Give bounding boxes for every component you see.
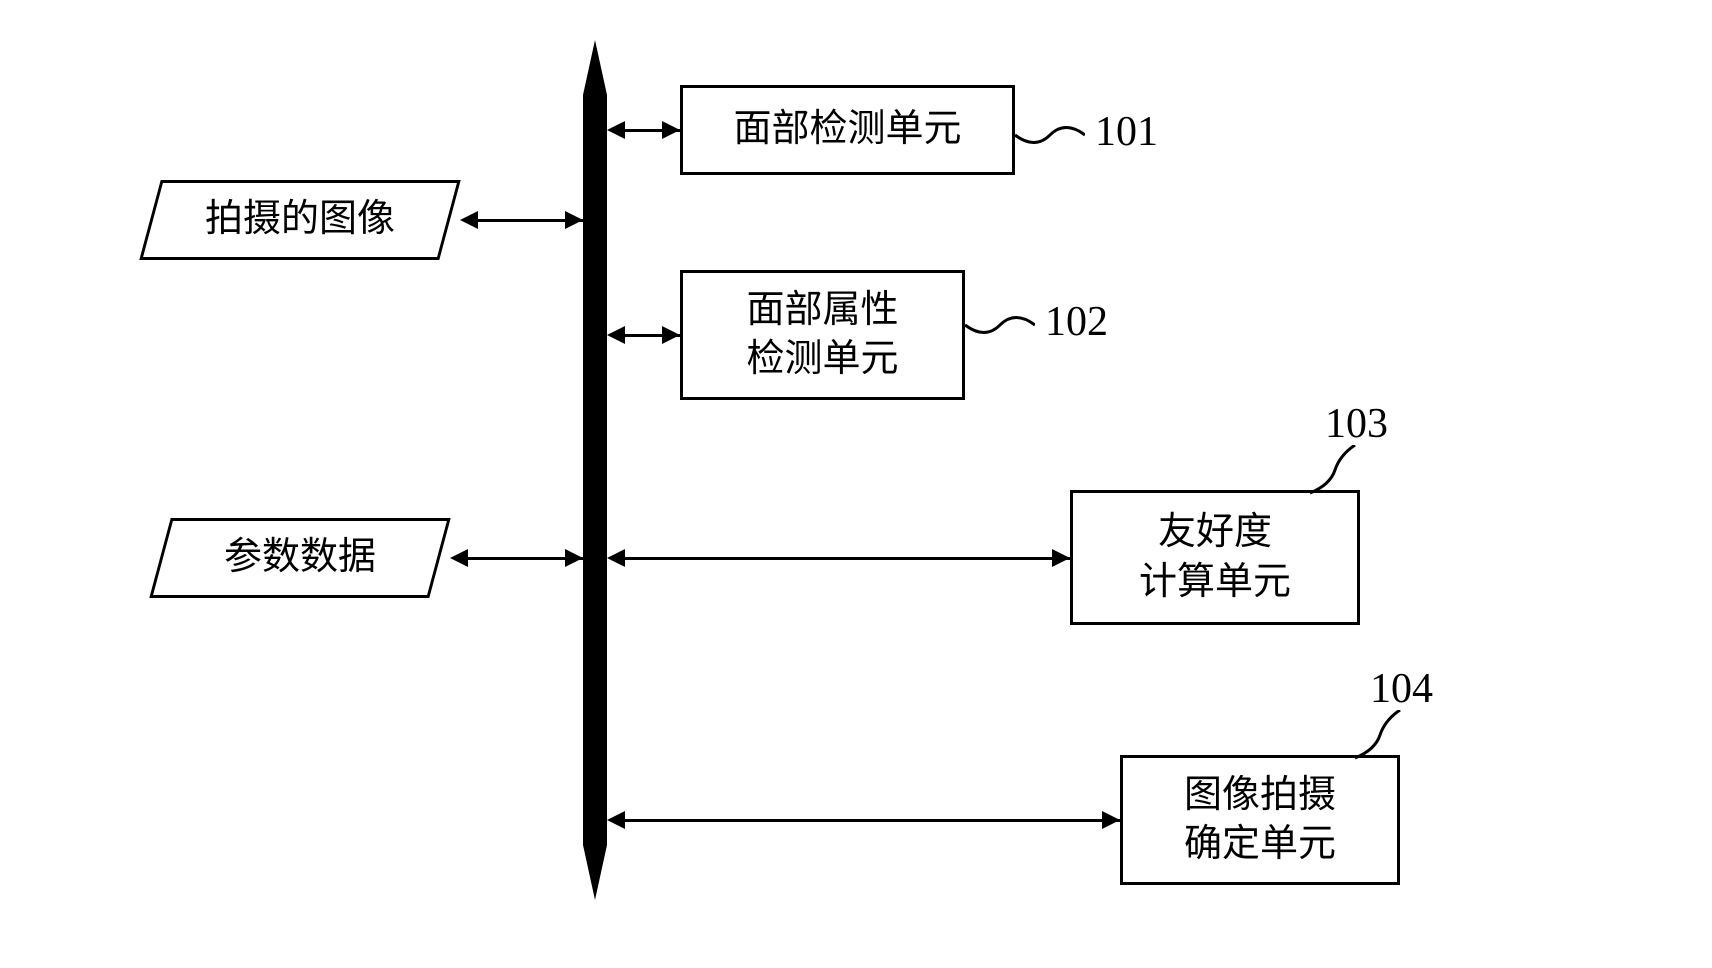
face-attr-detect-unit-block: 面部属性检测单元 bbox=[680, 270, 965, 400]
face-detect-unit-block: 面部检测单元 bbox=[680, 85, 1015, 175]
arrow-img-capture-rh bbox=[1102, 811, 1120, 829]
bus-line bbox=[583, 40, 607, 900]
ref-curve-104 bbox=[1355, 710, 1405, 760]
ref-curve-101 bbox=[1015, 115, 1085, 155]
arrow-friendliness bbox=[625, 557, 1070, 560]
image-capture-determine-unit-label: 图像拍摄确定单元 bbox=[1184, 771, 1336, 870]
arrow-img-capture bbox=[625, 819, 1120, 822]
face-detect-unit-label: 面部检测单元 bbox=[733, 105, 961, 154]
ref-101: 101 bbox=[1095, 108, 1158, 156]
arrow-param-data-rh bbox=[565, 549, 583, 567]
arrow-captured-image-lh bbox=[460, 211, 478, 229]
arrow-captured-image-rh bbox=[565, 211, 583, 229]
arrow-face-attr-lh bbox=[607, 326, 625, 344]
param-data-block: 参数数据 bbox=[149, 518, 450, 598]
block-diagram: 拍摄的图像 参数数据 面部检测单元 101 面部属性检测单元 102 友好度计算… bbox=[0, 0, 1712, 968]
ref-104: 104 bbox=[1370, 665, 1433, 713]
ref-102: 102 bbox=[1045, 298, 1108, 346]
param-data-label: 参数数据 bbox=[224, 535, 376, 581]
face-attr-detect-unit-label: 面部属性检测单元 bbox=[746, 286, 898, 385]
arrow-friendliness-rh bbox=[1052, 549, 1070, 567]
friendliness-calc-unit-block: 友好度计算单元 bbox=[1070, 490, 1360, 625]
ref-103: 103 bbox=[1325, 400, 1388, 448]
captured-image-block: 拍摄的图像 bbox=[139, 180, 460, 260]
arrow-param-data-lh bbox=[450, 549, 468, 567]
friendliness-calc-unit-label: 友好度计算单元 bbox=[1139, 508, 1291, 607]
arrow-friendliness-lh bbox=[607, 549, 625, 567]
arrow-face-detect-lh bbox=[607, 121, 625, 139]
image-capture-determine-unit-block: 图像拍摄确定单元 bbox=[1120, 755, 1400, 885]
captured-image-label: 拍摄的图像 bbox=[205, 197, 395, 243]
ref-curve-103 bbox=[1310, 445, 1360, 495]
arrow-face-attr-rh bbox=[662, 326, 680, 344]
ref-curve-102 bbox=[965, 305, 1035, 345]
arrow-face-detect-rh bbox=[662, 121, 680, 139]
arrow-img-capture-lh bbox=[607, 811, 625, 829]
